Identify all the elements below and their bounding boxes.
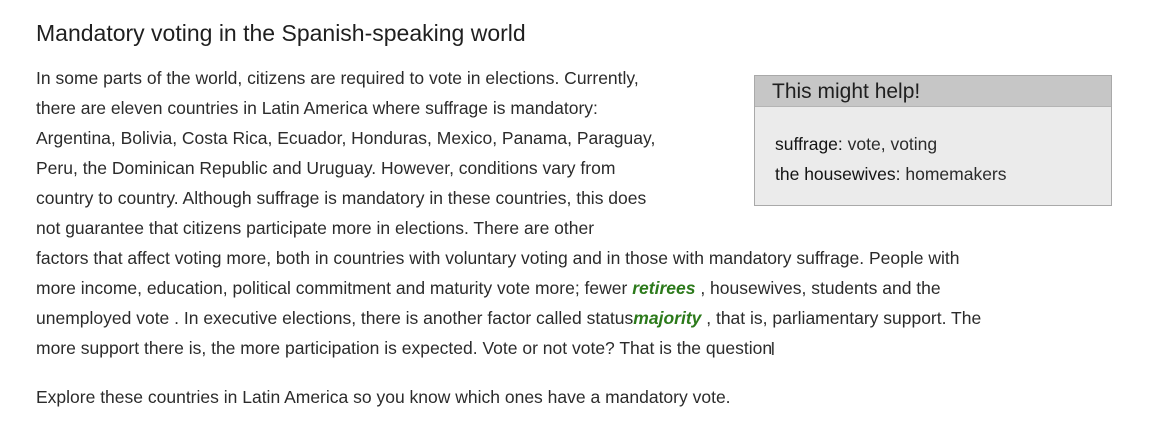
page-title: Mandatory voting in the Spanish-speaking…: [36, 20, 526, 46]
line-text: , that is, parliamentary support. The: [701, 308, 982, 328]
help-box-body: suffrage: vote, voting the housewives: h…: [755, 107, 1111, 189]
text-cursor-icon: I: [770, 339, 776, 360]
glossary-term: the housewives:: [775, 164, 901, 184]
paragraph-line: more support there is, the more particip…: [36, 333, 981, 365]
paragraph-line: Peru, the Dominican Republic and Uruguay…: [36, 158, 616, 178]
paragraph-line: there are eleven countries in Latin Amer…: [36, 98, 598, 118]
line-text: more income, education, political commit…: [36, 278, 633, 298]
body-paragraph: In some parts of the world, citizens are…: [36, 63, 981, 365]
glossary-definition: homemakers: [900, 164, 1007, 184]
highlighted-word-majority[interactable]: majority: [633, 308, 702, 328]
paragraph-line: Argentina, Bolivia, Costa Rica, Ecuador,…: [36, 128, 656, 148]
glossary-item-suffrage: suffrage: vote, voting: [775, 129, 1111, 159]
highlighted-word-retirees[interactable]: retirees: [632, 278, 696, 298]
paragraph-line: In some parts of the world, citizens are…: [36, 68, 639, 88]
help-box-header: This might help!: [755, 76, 1111, 107]
glossary-definition: vote, voting: [842, 134, 938, 154]
line-text: , housewives, students and the: [695, 278, 941, 298]
explore-instruction: Explore these countries in Latin America…: [36, 387, 731, 407]
paragraph-line: unemployed vote . In executive elections…: [36, 303, 981, 333]
paragraph-line: more income, education, political commit…: [36, 273, 981, 303]
paragraph-line: not guarantee that citizens participate …: [36, 218, 595, 238]
line-text: unemployed vote . In executive elections…: [36, 308, 634, 328]
glossary-term: suffrage:: [775, 134, 843, 154]
glossary-item-housewives: the housewives: homemakers: [775, 159, 1111, 189]
paragraph-line: factors that affect voting more, both in…: [36, 248, 960, 268]
line-text: more support there is, the more particip…: [36, 338, 773, 358]
paragraph-line: country to country. Although suffrage is…: [36, 188, 647, 208]
help-box: This might help! suffrage: vote, voting …: [754, 75, 1112, 206]
